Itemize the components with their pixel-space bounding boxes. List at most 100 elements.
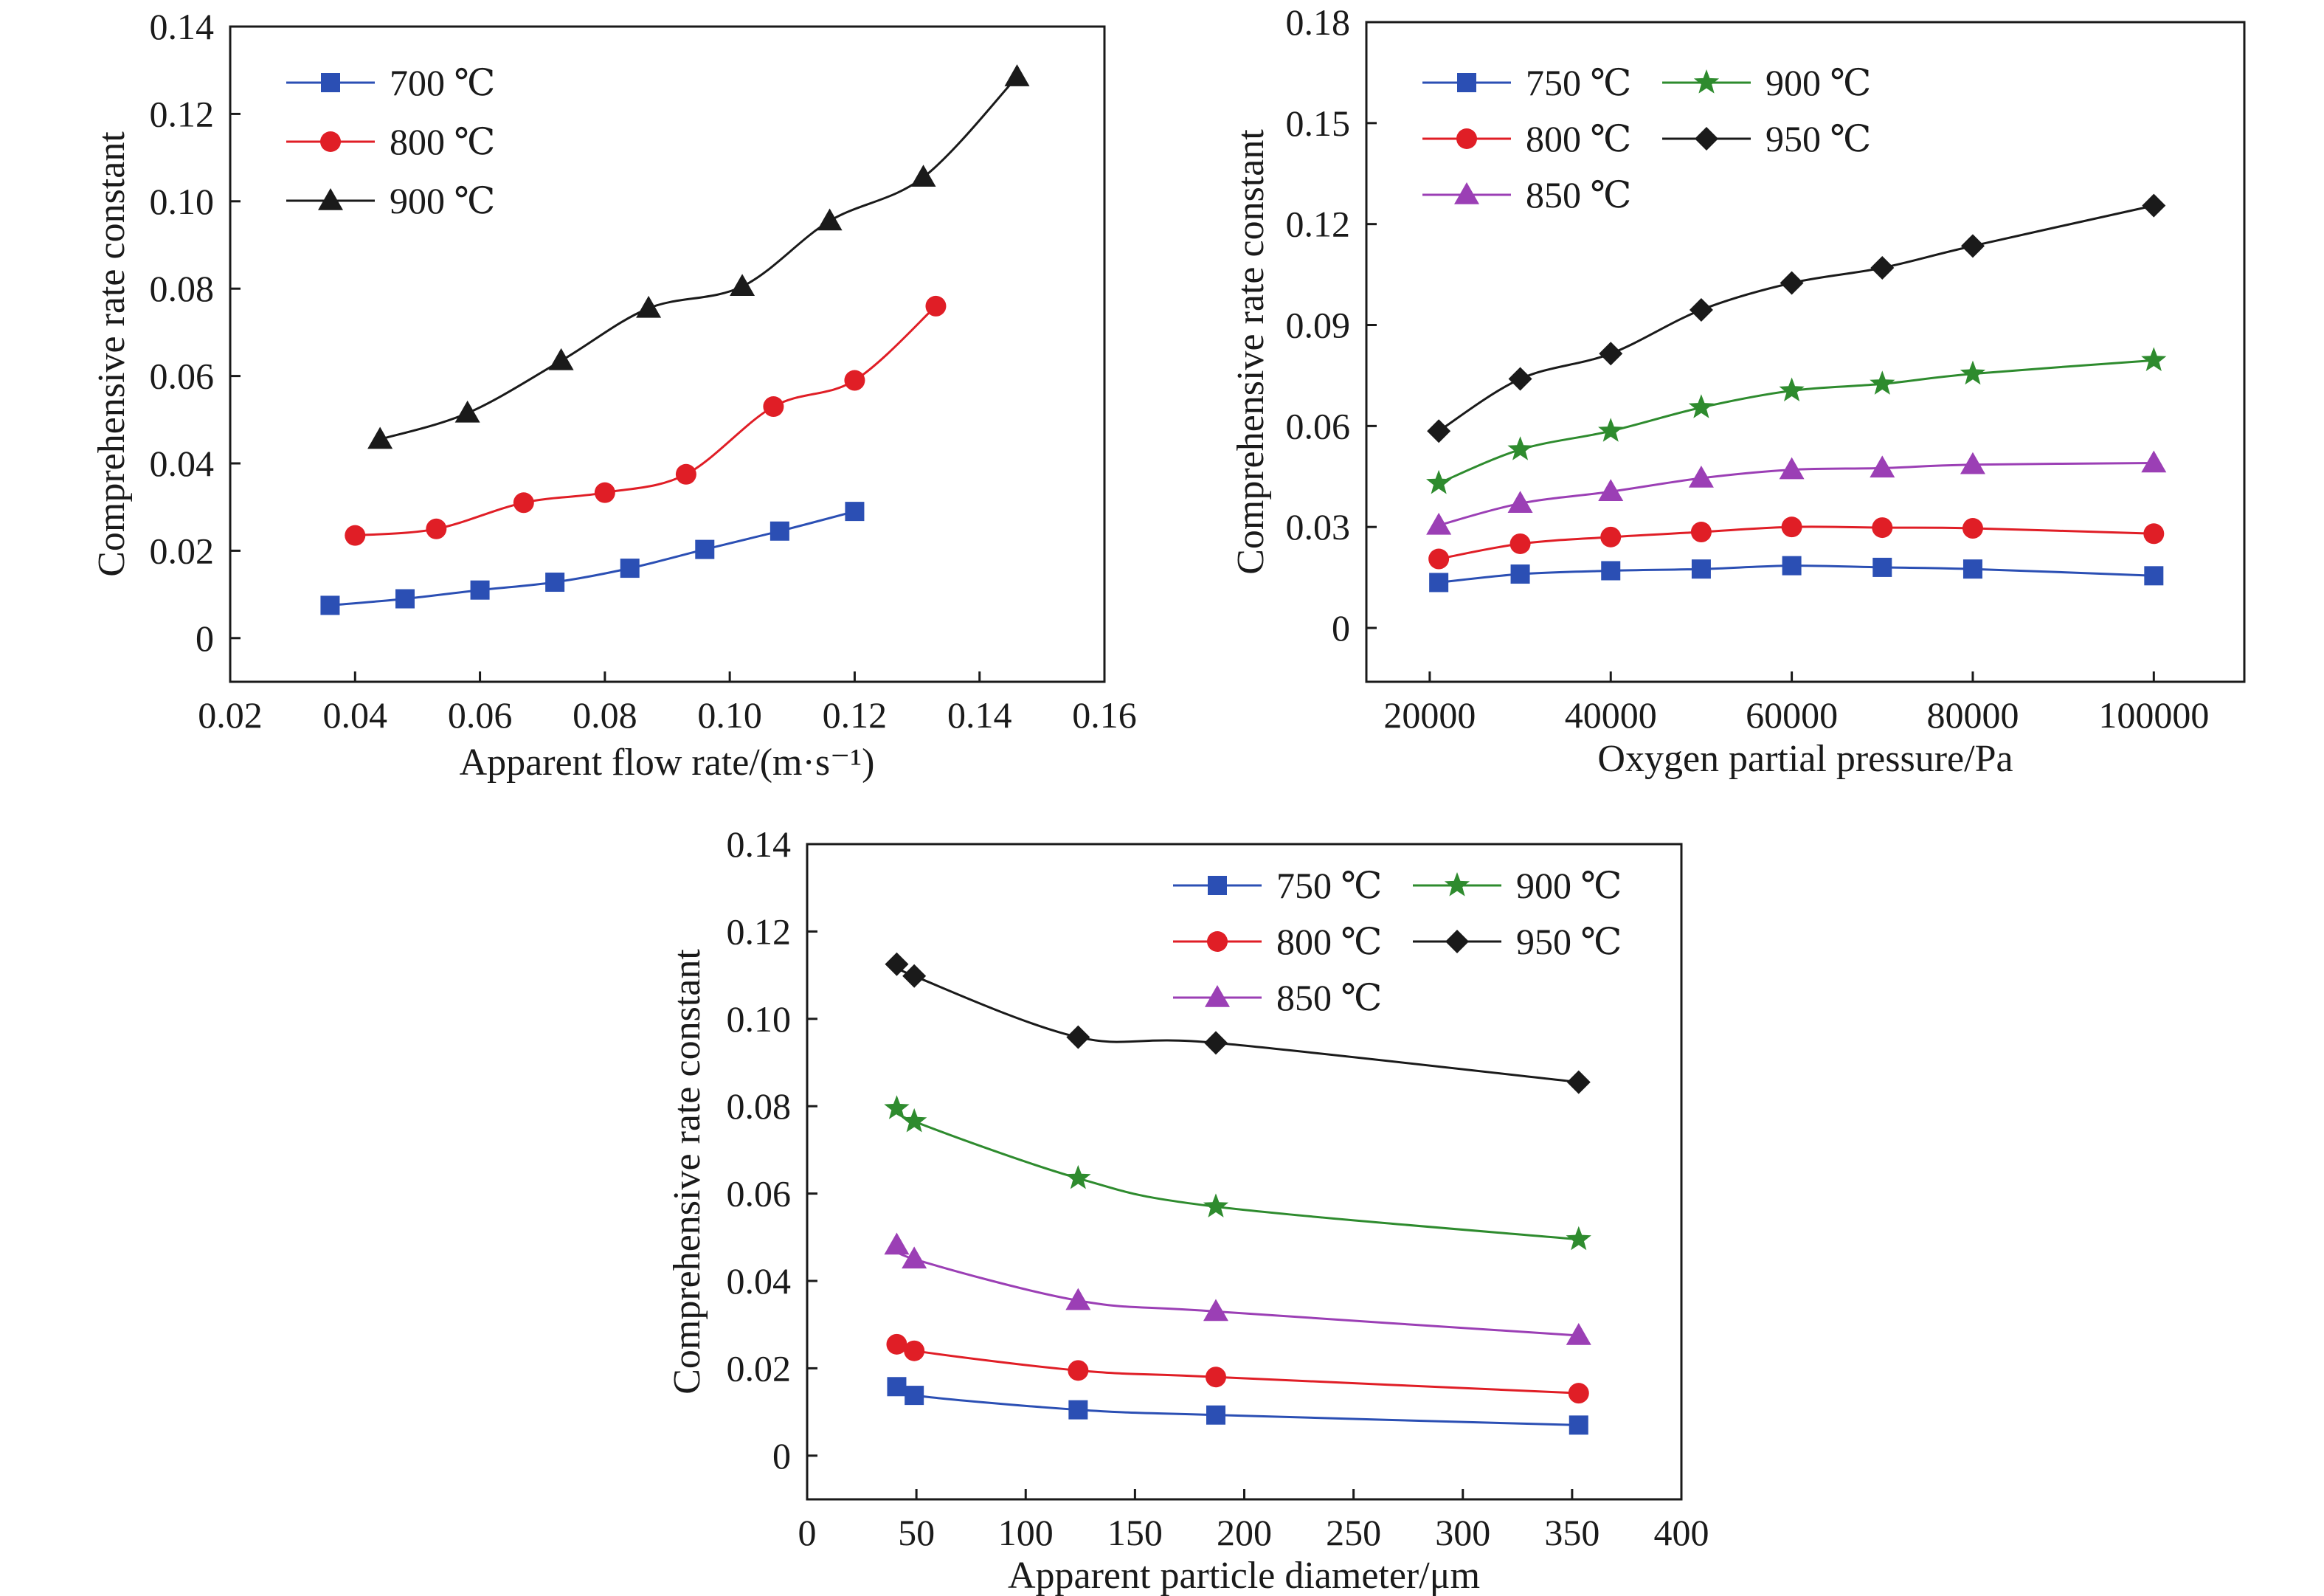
data-point: [1429, 573, 1449, 593]
y-tick-label: 0.08: [150, 268, 215, 309]
legend-marker: [1207, 931, 1228, 952]
data-point: [1566, 1323, 1591, 1345]
data-point: [2141, 450, 2167, 473]
x-tick-label: 350: [1544, 1512, 1600, 1553]
data-point: [320, 595, 340, 615]
data-point: [2141, 347, 2167, 371]
y-tick-label: 0.15: [1286, 103, 1351, 144]
legend-item: 800 ℃: [1422, 118, 1631, 159]
data-point: [1781, 517, 1802, 538]
data-point: [1872, 517, 1893, 539]
legend-label: 950 ℃: [1766, 118, 1871, 159]
x-tick-label: 60000: [1746, 694, 1838, 736]
legend-marker: [1445, 930, 1469, 953]
data-point: [1507, 491, 1533, 514]
data-point: [395, 589, 415, 609]
data-point: [1599, 342, 1623, 366]
data-point: [1510, 564, 1530, 584]
y-tick-label: 0.14: [727, 823, 792, 865]
y-tick-label: 0.18: [1286, 1, 1351, 43]
x-tick-label: 400: [1654, 1512, 1709, 1553]
y-tick-label: 0.10: [150, 181, 215, 222]
legend-label: 850 ℃: [1276, 977, 1382, 1018]
x-tick-label: 20000: [1383, 694, 1476, 736]
data-point: [910, 165, 936, 187]
legend-marker: [1454, 182, 1479, 204]
data-point: [1509, 533, 1531, 554]
legend-marker: [318, 188, 343, 210]
legend-marker: [320, 131, 341, 152]
data-point: [1566, 1070, 1591, 1094]
legend-label: 900 ℃: [390, 180, 495, 221]
data-point: [1872, 557, 1892, 577]
y-axis-title: Comprehensive rate constant: [666, 949, 708, 1395]
data-point: [844, 370, 865, 391]
data-point: [345, 525, 366, 546]
y-tick-label: 0: [772, 1435, 791, 1476]
x-tick-label: 100000: [2098, 694, 2209, 736]
data-point: [925, 295, 947, 317]
series-line: [893, 963, 1579, 1084]
x-tick-label: 300: [1435, 1512, 1490, 1553]
legend-label: 850 ℃: [1526, 174, 1631, 215]
y-tick-label: 0.06: [727, 1173, 792, 1215]
legend-marker: [1208, 876, 1227, 895]
data-point: [1870, 455, 1895, 478]
data-point: [884, 1232, 910, 1255]
data-point: [1962, 559, 1982, 579]
series-line: [893, 1343, 1579, 1395]
data-point: [1065, 1164, 1091, 1189]
data-point: [513, 492, 534, 514]
data-point: [1598, 479, 1624, 502]
x-axis-title: Apparent particle diameter/μm: [1008, 1555, 1480, 1596]
data-point: [1065, 1288, 1091, 1310]
data-point: [1688, 394, 1714, 418]
legend-item: 850 ℃: [1422, 174, 1631, 215]
x-tick-label: 0.06: [448, 694, 513, 736]
legend-label: 800 ℃: [1276, 921, 1382, 962]
data-point: [1203, 1031, 1228, 1055]
data-point: [2144, 566, 2164, 586]
data-point: [902, 1246, 927, 1269]
data-point: [1598, 418, 1624, 442]
x-tick-label: 40000: [1565, 694, 1657, 736]
data-point: [770, 521, 789, 541]
data-point: [2142, 193, 2166, 218]
chart-oxygen-pressure: 20000 40000 60000 80000 100000 0 0.03 0.06 0.09 0…: [1230, 1, 2246, 780]
data-point: [884, 1095, 910, 1119]
x-axis-title: Apparent flow rate/(m·s⁻¹): [460, 742, 875, 784]
legend-label: 900 ℃: [1766, 62, 1871, 103]
y-tick-label: 0.02: [150, 530, 215, 571]
data-point: [1205, 1367, 1226, 1388]
data-point: [1779, 377, 1805, 401]
x-tick-label: 250: [1326, 1512, 1381, 1553]
x-tick-label: 150: [1107, 1512, 1163, 1553]
data-point: [1068, 1400, 1088, 1420]
data-point: [1691, 559, 1711, 579]
data-point: [1508, 367, 1532, 391]
data-point: [1427, 419, 1451, 443]
data-point: [1426, 469, 1452, 494]
data-point: [1206, 1405, 1225, 1425]
data-point: [885, 952, 909, 976]
data-point: [1507, 436, 1533, 460]
x-tick-label: 100: [998, 1512, 1054, 1553]
legend-label: 800 ℃: [1526, 118, 1631, 159]
legend-label: 750 ℃: [1526, 62, 1631, 103]
legend-marker: [1456, 128, 1477, 149]
data-point: [1004, 64, 1030, 86]
legend-marker: [1444, 872, 1470, 897]
data-point: [887, 1377, 907, 1397]
legend-label: 800 ℃: [390, 121, 495, 162]
series-line: [355, 305, 937, 537]
legend-item: 950 ℃: [1662, 118, 1871, 159]
data-point: [675, 463, 696, 485]
x-tick-label: 0.12: [823, 694, 888, 736]
plot-frame: [229, 25, 1106, 683]
series-line: [893, 1107, 1579, 1241]
legend-item: 750 ℃: [1422, 62, 1631, 103]
legend-label: 700 ℃: [390, 62, 495, 103]
data-point: [620, 559, 640, 578]
y-tick-label: 0.12: [150, 93, 215, 134]
